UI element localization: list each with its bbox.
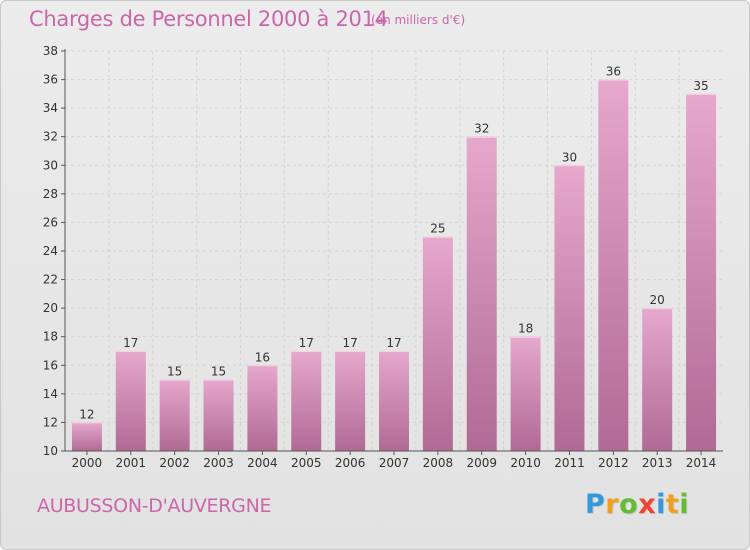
bar [335, 351, 366, 451]
bar [422, 236, 453, 451]
chart-unit-subtitle: (en milliers d'€) [371, 13, 466, 27]
y-tick-label: 38 [43, 44, 58, 58]
logo-letter: x [638, 489, 657, 520]
data-label: 36 [606, 65, 621, 79]
bar [291, 351, 322, 451]
x-tick-label: 2013 [642, 456, 673, 470]
y-tick-label: 18 [43, 330, 58, 344]
data-label: 16 [255, 350, 270, 364]
x-tick-label: 2001 [116, 456, 147, 470]
x-tick-label: 2012 [598, 456, 629, 470]
data-label: 18 [518, 322, 533, 336]
y-tick-label: 26 [43, 215, 58, 229]
municipality-name: AUBUSSON-D'AUVERGNE [37, 495, 272, 517]
x-tick-label: 2011 [554, 456, 585, 470]
x-tick-label: 2009 [466, 456, 497, 470]
y-tick-label: 24 [43, 244, 58, 258]
data-label: 12 [79, 407, 94, 421]
logo-letter: r [605, 489, 620, 520]
chart-title: Charges de Personnel 2000 à 2014 [29, 7, 388, 31]
logo-letter: t [665, 489, 680, 520]
y-tick-label: 28 [43, 187, 58, 201]
y-tick-label: 20 [43, 301, 58, 315]
x-tick-label: 2004 [247, 456, 278, 470]
y-tick-label: 12 [43, 415, 58, 429]
x-tick-label: 2000 [72, 456, 103, 470]
bar [686, 93, 717, 451]
labels: 10 12 14 16 18 20 22 24 26 28 30 32 34 36 38 12 2000 17 20… [43, 44, 717, 470]
logo-letter: o [619, 489, 639, 520]
bar [510, 336, 541, 451]
logo-letter: P [585, 489, 606, 520]
bar [115, 351, 146, 451]
data-label: 20 [650, 293, 665, 307]
logo-letter: i [679, 489, 690, 520]
bar [554, 165, 585, 452]
y-tick-label: 16 [43, 358, 58, 372]
axes [61, 49, 723, 455]
x-tick-label: 2006 [335, 456, 366, 470]
bar [247, 365, 278, 451]
x-tick-label: 2007 [379, 456, 410, 470]
bars [71, 79, 717, 452]
y-tick-label: 10 [43, 444, 58, 458]
y-tick-label: 30 [43, 158, 58, 172]
data-label: 30 [562, 150, 577, 164]
y-tick-label: 32 [43, 130, 58, 144]
y-tick-label: 34 [43, 101, 58, 115]
data-label: 17 [342, 336, 357, 350]
data-label: 32 [474, 122, 489, 136]
bar [71, 422, 102, 451]
bar [598, 79, 629, 452]
bar [466, 136, 497, 451]
data-label: 25 [430, 222, 445, 236]
x-tick-label: 2003 [203, 456, 234, 470]
x-tick-label: 2002 [159, 456, 190, 470]
x-tick-label: 2008 [423, 456, 454, 470]
data-label: 15 [211, 365, 226, 379]
x-tick-label: 2005 [291, 456, 322, 470]
bar [379, 351, 409, 451]
data-label: 15 [167, 365, 182, 379]
data-label: 35 [693, 79, 708, 93]
data-label: 17 [299, 336, 314, 350]
data-label: 17 [386, 336, 401, 350]
logo-letter: i [656, 489, 666, 520]
data-label: 17 [123, 336, 138, 350]
y-tick-label: 14 [43, 387, 58, 401]
y-tick-label: 22 [43, 273, 58, 287]
x-tick-label: 2010 [510, 456, 541, 470]
bar [159, 379, 190, 451]
x-tick-label: 2014 [686, 456, 717, 470]
bar [203, 379, 234, 451]
bar [642, 308, 673, 451]
y-tick-label: 36 [43, 73, 58, 87]
proxiti-logo: Proxiti [585, 489, 689, 520]
